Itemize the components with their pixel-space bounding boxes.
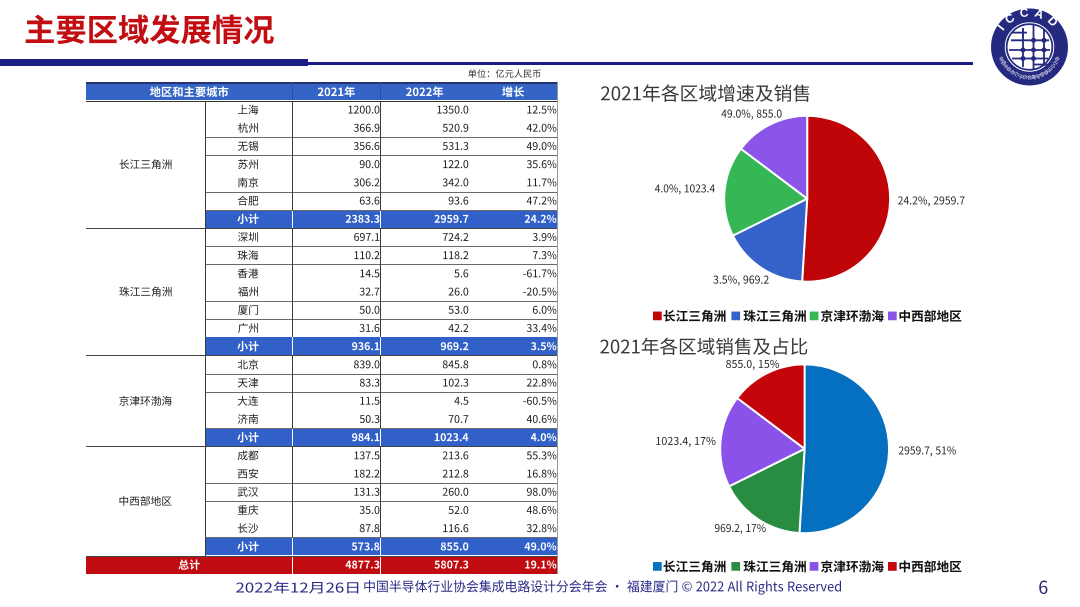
svg-text:ICCAD: ICCAD [994,5,1064,33]
